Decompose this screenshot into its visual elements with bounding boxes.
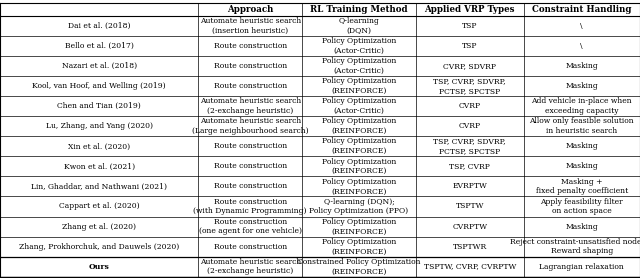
Text: Reject constraint-unsatisfied nodes +
Reward shaping: Reject constraint-unsatisfied nodes + Re…: [509, 238, 640, 255]
Text: Kool, van Hoof, and Welling (2019): Kool, van Hoof, and Welling (2019): [33, 82, 166, 90]
Text: Automate heuristic search
(2-exchange heuristic): Automate heuristic search (2-exchange he…: [200, 258, 301, 275]
Text: Automate heuristic search
(Large neighbourhood search): Automate heuristic search (Large neighbo…: [192, 117, 308, 135]
Text: Policy Optimization
(Actor-Critic): Policy Optimization (Actor-Critic): [322, 37, 396, 55]
Text: \: \: [580, 22, 583, 30]
Text: TSPTW, CVRP, CVRPTW: TSPTW, CVRP, CVRPTW: [424, 263, 516, 270]
Text: Add vehicle in-place when
exceeding capacity: Add vehicle in-place when exceeding capa…: [531, 97, 632, 115]
Text: Policy Optimization
(REINFORCE): Policy Optimization (REINFORCE): [322, 158, 396, 175]
Text: Policy Optimization
(REINFORCE): Policy Optimization (REINFORCE): [322, 117, 396, 135]
Text: Zhang, Prokhorchuk, and Dauwels (2020): Zhang, Prokhorchuk, and Dauwels (2020): [19, 243, 179, 250]
Text: TSP, CVRP, SDVRP,
PCTSP, SPCTSP: TSP, CVRP, SDVRP, PCTSP, SPCTSP: [433, 138, 506, 155]
Text: CVRP: CVRP: [459, 122, 481, 130]
Text: Approach: Approach: [227, 5, 273, 14]
Text: Zhang et al. (2020): Zhang et al. (2020): [62, 222, 136, 230]
Text: Lu, Zhang, and Yang (2020): Lu, Zhang, and Yang (2020): [45, 122, 153, 130]
Text: Q-learning (DQN);
Policy Optimization (PPO): Q-learning (DQN); Policy Optimization (P…: [310, 198, 408, 215]
Text: Route construction: Route construction: [214, 243, 287, 250]
Text: \: \: [580, 42, 583, 50]
Text: Masking: Masking: [565, 142, 598, 150]
Text: Kwon et al. (2021): Kwon et al. (2021): [63, 162, 135, 170]
Text: Route construction: Route construction: [214, 142, 287, 150]
Text: Policy Optimization
(REINFORCE): Policy Optimization (REINFORCE): [322, 218, 396, 235]
Text: Route construction: Route construction: [214, 182, 287, 190]
Text: Ours: Ours: [89, 263, 109, 270]
Text: Masking +
fixed penalty coefficient: Masking + fixed penalty coefficient: [536, 178, 628, 195]
Text: CVRP, SDVRP: CVRP, SDVRP: [444, 62, 496, 70]
Text: Policy Optimization
(REINFORCE): Policy Optimization (REINFORCE): [322, 238, 396, 255]
Text: Policy Optimization
(REINFORCE): Policy Optimization (REINFORCE): [322, 178, 396, 195]
Text: TSPTW: TSPTW: [456, 202, 484, 210]
Text: Route construction: Route construction: [214, 42, 287, 50]
Text: Applied VRP Types: Applied VRP Types: [424, 5, 515, 14]
Text: Masking: Masking: [565, 62, 598, 70]
Text: Policy Optimization
(REINFORCE): Policy Optimization (REINFORCE): [322, 77, 396, 95]
Text: Dai et al. (2018): Dai et al. (2018): [68, 22, 131, 30]
Text: EVRPTW: EVRPTW: [452, 182, 487, 190]
Text: Route construction: Route construction: [214, 162, 287, 170]
Text: RL Training Method: RL Training Method: [310, 5, 408, 14]
Text: Q-learning
(DQN): Q-learning (DQN): [339, 17, 380, 35]
Text: Lagrangian relaxation: Lagrangian relaxation: [540, 263, 624, 270]
Text: Xin et al. (2020): Xin et al. (2020): [68, 142, 131, 150]
Text: Bello et al. (2017): Bello et al. (2017): [65, 42, 134, 50]
Text: TSP: TSP: [462, 22, 477, 30]
Text: Route construction: Route construction: [214, 82, 287, 90]
Text: TSP: TSP: [462, 42, 477, 50]
Text: CVRP: CVRP: [459, 102, 481, 110]
Text: Constrained Policy Optimization
(REINFORCE): Constrained Policy Optimization (REINFOR…: [298, 258, 420, 275]
Text: Apply feasibility filter
on action space: Apply feasibility filter on action space: [540, 198, 623, 215]
Text: Automate heuristic search
(insertion heuristic): Automate heuristic search (insertion heu…: [200, 17, 301, 35]
Text: Nazari et al. (2018): Nazari et al. (2018): [61, 62, 137, 70]
Text: Route construction: Route construction: [214, 62, 287, 70]
Text: CVRPTW: CVRPTW: [452, 222, 487, 230]
Text: Allow only feasible solution
in heuristic search: Allow only feasible solution in heuristi…: [529, 117, 634, 135]
Text: TSP, CVRP: TSP, CVRP: [449, 162, 490, 170]
Text: Policy Optimization
(Actor-Critic): Policy Optimization (Actor-Critic): [322, 57, 396, 75]
Text: Route construction
(one agent for one vehicle): Route construction (one agent for one ve…: [199, 218, 301, 235]
Text: TSPTWR: TSPTWR: [452, 243, 487, 250]
Text: Cappart et al. (2020): Cappart et al. (2020): [59, 202, 140, 210]
Text: Masking: Masking: [565, 82, 598, 90]
Text: Masking: Masking: [565, 162, 598, 170]
Text: Policy Optimization
(REINFORCE): Policy Optimization (REINFORCE): [322, 138, 396, 155]
Text: Chen and Tian (2019): Chen and Tian (2019): [58, 102, 141, 110]
Text: Masking: Masking: [565, 222, 598, 230]
Text: Route construction
(with Dynamic Programming): Route construction (with Dynamic Program…: [193, 198, 307, 215]
Text: Automate heuristic search
(2-exchange heuristic): Automate heuristic search (2-exchange he…: [200, 97, 301, 115]
Text: Constraint Handling: Constraint Handling: [532, 5, 632, 14]
Text: Lin, Ghaddar, and Nathwani (2021): Lin, Ghaddar, and Nathwani (2021): [31, 182, 167, 190]
Text: Policy Optimization
(Actor-Critic): Policy Optimization (Actor-Critic): [322, 97, 396, 115]
Text: TSP, CVRP, SDVRP,
PCTSP, SPCTSP: TSP, CVRP, SDVRP, PCTSP, SPCTSP: [433, 77, 506, 95]
